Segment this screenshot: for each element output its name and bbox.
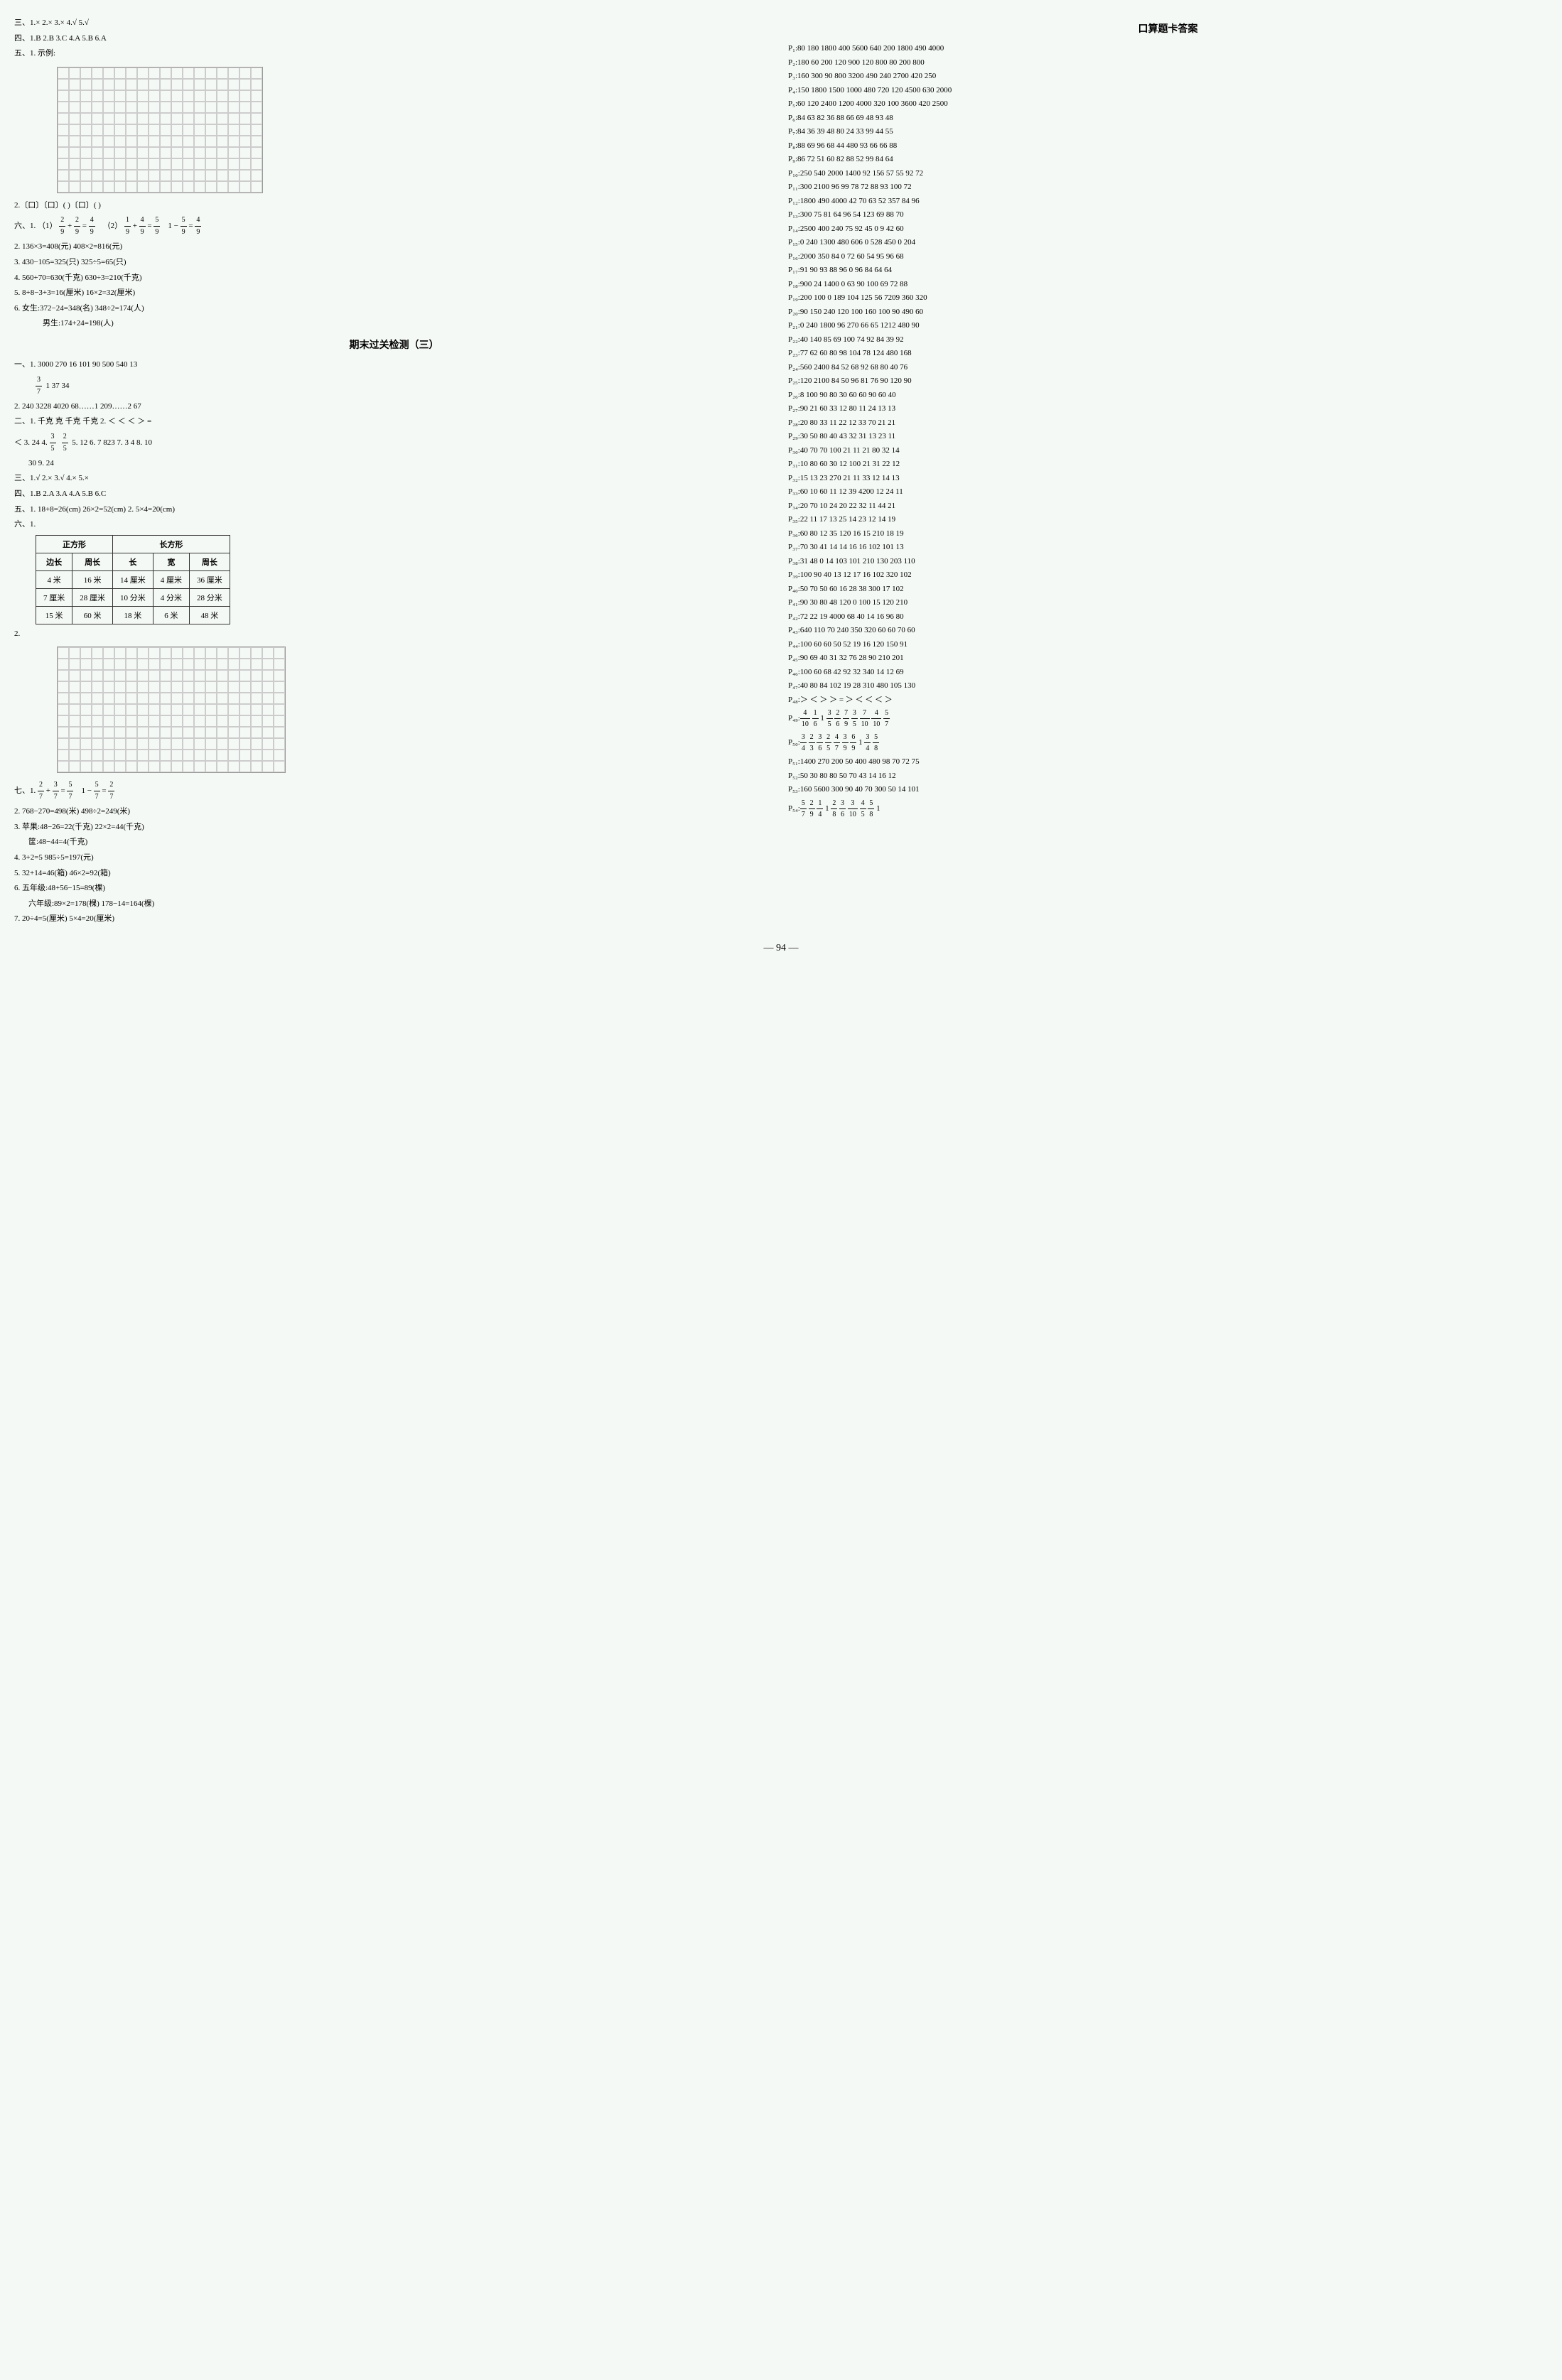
answer-row: P₄₈:＞ ＜ ＞ ＞ = ＞ ＜ ＜ ＜ ＞: [788, 694, 1548, 706]
answer-row: P₁₆:2000 350 84 0 72 60 54 95 96 68: [788, 251, 1548, 263]
answer-row: P₂₂:40 140 85 69 100 74 92 84 39 92: [788, 334, 1548, 346]
answer-row: P₃₃:60 10 60 11 12 39 4200 12 24 11: [788, 486, 1548, 498]
answer-row: P₃₄:20 70 10 24 20 22 32 11 44 21: [788, 500, 1548, 512]
answer-row: P₇:84 36 39 48 80 24 33 99 44 55: [788, 126, 1548, 138]
answer-row: P₂₈:20 80 33 11 22 12 33 70 21 21: [788, 417, 1548, 429]
shape-table: 正方形 长方形 边长周长长宽周长 4 米16 米14 厘米4 厘米36 厘米7 …: [36, 535, 230, 624]
t3-qi6a: 6. 五年级:48+56−15=89(棵): [14, 882, 774, 895]
liu2: 2. 136×3=408(元) 408×2=816(元): [14, 241, 774, 254]
answer-row: P₃₅:22 11 17 13 25 14 23 12 14 19: [788, 514, 1548, 526]
answer-row: P₁:80 180 1800 400 5600 640 200 1800 490…: [788, 43, 1548, 55]
liu4: 4. 560+70=630(千克) 630÷3=210(千克): [14, 272, 774, 285]
t3-qi5: 5. 32+14=46(箱) 46×2=92(箱): [14, 867, 774, 880]
answer-row: P₁₁:300 2100 96 99 78 72 88 93 100 72: [788, 181, 1548, 193]
answer-row: P₂₁:0 240 1800 96 270 66 65 1212 480 90: [788, 320, 1548, 332]
answer-row: P₅₃:160 5600 300 90 40 70 300 50 14 101: [788, 784, 1548, 796]
answer-row: P₂₅:120 2100 84 50 96 81 76 90 120 90: [788, 375, 1548, 387]
section-san: 三、1.× 2.× 3.× 4.√ 5.√: [14, 17, 774, 30]
answer-row: P₃:160 300 90 800 3200 490 240 2700 420 …: [788, 70, 1548, 82]
t3-er2: ＜ 3. 24 4. 35 25 5. 12 6. 7 823 7. 3 4 8…: [14, 431, 774, 455]
t3-qi3a: 3. 苹果:48−26=22(千克) 22×2=44(千克): [14, 821, 774, 834]
answer-title: 口算题卡答案: [788, 21, 1548, 36]
answer-frac-row: P₅₀:34 23 36 25 47 39 69 1 34 58: [788, 732, 1548, 754]
answer-row: P₃₁:10 80 60 30 12 100 21 31 22 12: [788, 458, 1548, 470]
t3-wu: 五、1. 18+8=26(cm) 26×2=52(cm) 2. 5×4=20(c…: [14, 504, 774, 516]
page-number: — 94 —: [14, 943, 1548, 954]
answer-row: P₁₂:1800 490 4000 42 70 63 52 357 84 96: [788, 195, 1548, 207]
answer-frac-row: P₄₉:410 16 1 35 26 79 35 710 410 57: [788, 708, 1548, 730]
right-column: 口算题卡答案 P₁:80 180 1800 400 5600 640 200 1…: [788, 14, 1548, 929]
section-si: 四、1.B 2.B 3.C 4.A 5.B 6.A: [14, 33, 774, 45]
answer-row: P₁₈:900 24 1400 0 63 90 100 69 72 88: [788, 278, 1548, 291]
answer-row: P₄₅:90 69 40 31 32 76 28 90 210 201: [788, 652, 1548, 664]
t3-qi: 七、1. 27 + 37 = 57 1 − 57 = 27: [14, 779, 774, 803]
answer-row: P₂₄:560 2400 84 52 68 92 68 80 40 76: [788, 362, 1548, 374]
answer-row: P₂₃:77 62 60 80 98 104 78 124 480 168: [788, 347, 1548, 359]
answer-row: P₄₂:72 22 19 4000 68 40 14 16 96 80: [788, 611, 1548, 623]
answer-row: P₄₀:50 70 50 60 16 28 38 300 17 102: [788, 583, 1548, 595]
grid-diagram-2: [57, 647, 286, 773]
answer-row: P₄₁:90 30 80 48 120 0 100 15 120 210: [788, 597, 1548, 609]
t3-er1: 二、1. 千克 克 千克 千克 2. ＜ ＜ ＜ ＞ =: [14, 416, 774, 428]
answer-row: P₂:180 60 200 120 900 120 800 80 200 800: [788, 57, 1548, 69]
answer-row: P₃₇:70 30 41 14 14 16 16 102 101 13: [788, 541, 1548, 553]
answer-row: P₃₉:100 90 40 13 12 17 16 102 320 102: [788, 569, 1548, 581]
liu6a: 6. 女生:372−24=348(名) 348÷2=174(人): [14, 303, 774, 315]
answer-row: P₂₆:8 100 90 80 30 60 60 90 60 40: [788, 389, 1548, 401]
answer-row: P₆:84 63 82 36 88 66 69 48 93 48: [788, 112, 1548, 124]
t3-qi3b: 筐:48−44=4(千克): [14, 836, 774, 849]
wu2: 2.〔口〕〔口〕( )〔口〕( ): [14, 200, 774, 212]
answer-row: P₁₄:2500 400 240 75 92 45 0 9 42 60: [788, 223, 1548, 235]
liu5: 5. 8+8−3+3=16(厘米) 16×2=32(厘米): [14, 287, 774, 300]
answer-row: P₄₇:40 80 84 102 19 28 310 480 105 130: [788, 680, 1548, 692]
t3-si: 四、1.B 2.A 3.A 4.A 5.B 6.C: [14, 488, 774, 501]
t3-san: 三、1.√ 2.× 3.√ 4.× 5.×: [14, 472, 774, 485]
answer-row: P₅:60 120 2400 1200 4000 320 100 3600 42…: [788, 98, 1548, 110]
answer-row: P₂₉:30 50 80 40 43 32 31 13 23 11: [788, 431, 1548, 443]
answer-row: P₈:88 69 96 68 44 480 93 66 66 88: [788, 140, 1548, 152]
liu3: 3. 430−105=325(只) 325÷5=65(只): [14, 256, 774, 269]
liu6b: 男生:174+24=198(人): [14, 318, 774, 330]
test3-title: 期末过关检测（三）: [14, 337, 774, 352]
answer-row: P₁₀:250 540 2000 1400 92 156 57 55 92 72: [788, 168, 1548, 180]
answer-row: P₄₆:100 60 68 42 92 32 340 14 12 69: [788, 666, 1548, 678]
t3-er3: 30 9. 24: [14, 458, 774, 470]
t3-yi2: 2. 240 3228 4020 68……1 209……2 67: [14, 401, 774, 413]
answer-row: P₃₀:40 70 70 100 21 11 21 80 32 14: [788, 445, 1548, 457]
answer-row: P₁₇:91 90 93 88 96 0 96 84 64 64: [788, 264, 1548, 276]
answer-row: P₃₈:31 48 0 14 103 101 210 130 203 110: [788, 556, 1548, 568]
wu1-label: 五、1. 示例:: [14, 48, 774, 60]
grid-diagram-1: [57, 67, 263, 193]
answer-row: P₄:150 1800 1500 1000 480 720 120 4500 6…: [788, 85, 1548, 97]
answer-frac-row: P₅₄:57 29 14 1 28 36 310 45 58 1: [788, 798, 1548, 820]
liu-1: 六、1. （1） 29 + 29 = 49 （2） 19 + 49 = 59 1…: [14, 215, 774, 238]
t3-qi6b: 六年级:89×2=178(棵) 178−14=164(棵): [14, 898, 774, 911]
t3-yi1: 一、1. 3000 270 16 101 90 500 540 13: [14, 359, 774, 372]
answer-row: P₅₁:1400 270 200 50 400 480 98 70 72 75: [788, 756, 1548, 768]
answer-row: P₅₂:50 30 80 80 50 70 43 14 16 12: [788, 770, 1548, 782]
answer-row: P₄₃:640 110 70 240 350 320 60 60 70 60: [788, 624, 1548, 637]
t3-liu2-label: 2.: [14, 628, 774, 641]
t3-qi7: 7. 20÷4=5(厘米) 5×4=20(厘米): [14, 913, 774, 926]
t3-liu-label: 六、1.: [14, 519, 774, 531]
answer-row: P₉:86 72 51 60 82 88 52 99 84 64: [788, 153, 1548, 166]
answer-row: P₁₃:300 75 81 64 96 54 123 69 88 70: [788, 209, 1548, 221]
answer-row: P₄₄:100 60 60 50 52 19 16 120 150 91: [788, 639, 1548, 651]
answer-row: P₃₆:60 80 12 35 120 16 15 210 18 19: [788, 528, 1548, 540]
answer-row: P₂₇:90 21 60 33 12 80 11 24 13 13: [788, 403, 1548, 415]
t3-qi2: 2. 768−270=498(米) 498÷2=249(米): [14, 806, 774, 818]
answer-row: P₁₉:200 100 0 189 104 125 56 7209 360 32…: [788, 292, 1548, 304]
left-column: 三、1.× 2.× 3.× 4.√ 5.√ 四、1.B 2.B 3.C 4.A …: [14, 14, 774, 929]
answer-row: P₂₀:90 150 240 120 100 160 100 90 490 60: [788, 306, 1548, 318]
t3-qi4: 4. 3+2=5 985÷5=197(元): [14, 852, 774, 865]
answer-row: P₁₅:0 240 1300 480 606 0 528 450 0 204: [788, 237, 1548, 249]
answer-row: P₃₂:15 13 23 270 21 11 33 12 14 13: [788, 472, 1548, 485]
